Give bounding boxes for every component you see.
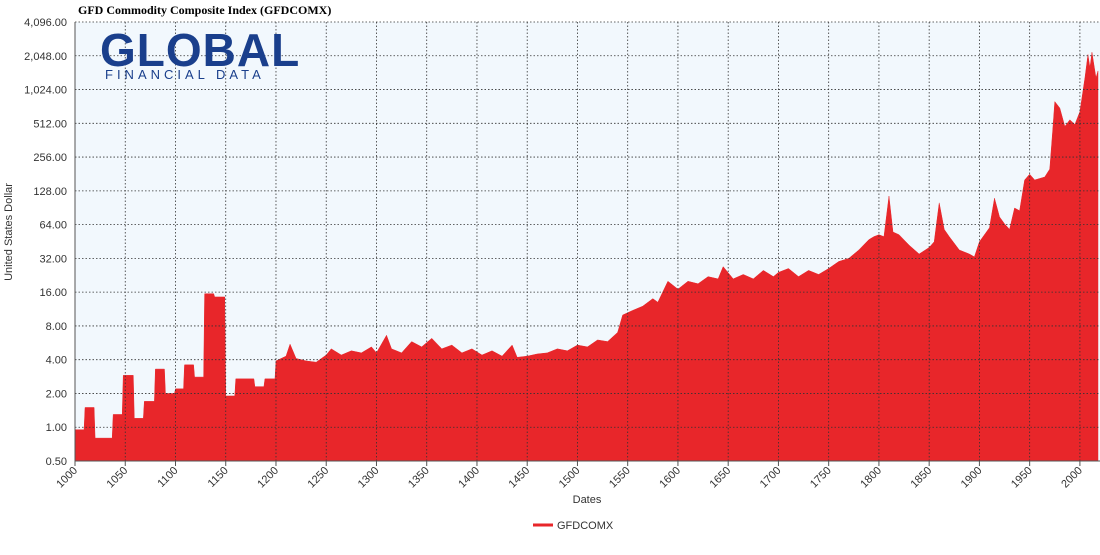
legend-label: GFDCOMX [557, 520, 614, 532]
y-tick-label: 64.00 [39, 220, 67, 232]
x-tick-label: 2000 [1059, 465, 1085, 491]
x-tick-label: 1800 [858, 465, 884, 491]
y-tick-label: 512.00 [33, 118, 67, 130]
x-tick-label: 1950 [1009, 465, 1035, 491]
plot [74, 52, 1099, 462]
x-tick-label: 1050 [105, 465, 131, 491]
area [74, 52, 1099, 462]
x-tick-label: 1200 [255, 465, 281, 491]
y-axis-label: United States Dollar [3, 183, 15, 281]
y-tick-label: 128.00 [33, 186, 67, 198]
y-tick-label: 0.50 [46, 456, 67, 468]
x-tick-label: 1700 [758, 465, 784, 491]
logo-subtitle: FINANCIAL DATA [105, 67, 265, 82]
x-tick-label: 1500 [557, 465, 583, 491]
x-tick-label: 1100 [155, 465, 180, 490]
y-tick-label: 4,096.00 [24, 17, 67, 29]
x-tick-label: 1650 [708, 465, 734, 491]
y-tick-label: 256.00 [33, 152, 67, 164]
x-tick-label: 1600 [657, 465, 683, 491]
y-tick-label: 16.00 [39, 287, 67, 299]
y-tick-label: 8.00 [46, 321, 67, 333]
x-tick-label: 1750 [808, 465, 834, 491]
y-tick-label: 2,048.00 [24, 51, 67, 63]
y-tick-label: 4.00 [46, 355, 67, 367]
y-tick-label: 1.00 [46, 422, 67, 434]
y-tick-label: 32.00 [39, 253, 67, 265]
x-axis-label: Dates [573, 494, 602, 506]
logo-name: GLOBAL [100, 24, 300, 76]
x-tick-label: 1550 [607, 465, 633, 491]
y-tick-label: 2.00 [46, 388, 67, 400]
x-tick-label: 1250 [306, 465, 332, 491]
x-tick-label: 1450 [507, 465, 533, 491]
x-tick-label: 1150 [206, 465, 231, 490]
x-tick-label: 1300 [356, 465, 382, 491]
x-tick-label: 1000 [54, 465, 80, 491]
y-tick-label: 1,024.00 [24, 85, 67, 97]
x-tick-label: 1350 [406, 465, 432, 491]
chart-title: GFD Commodity Composite Index (GFDCOMX) [78, 3, 331, 17]
x-tick-label: 1400 [456, 465, 482, 491]
x-tick-label: 1850 [908, 465, 934, 491]
x-tick-label: 1900 [959, 465, 985, 491]
